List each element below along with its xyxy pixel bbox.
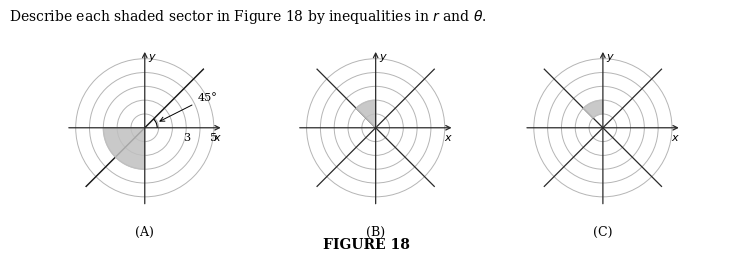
Text: (C): (C): [593, 225, 612, 237]
Text: $y$: $y$: [606, 51, 615, 63]
Text: $x$: $x$: [671, 132, 680, 142]
Text: (A): (A): [135, 225, 154, 237]
Text: $x$: $x$: [213, 132, 222, 142]
Polygon shape: [583, 101, 603, 119]
Polygon shape: [356, 101, 376, 128]
Text: $x$: $x$: [444, 132, 453, 142]
Text: 5: 5: [210, 133, 218, 143]
Text: 45°: 45°: [160, 93, 217, 122]
Text: $y$: $y$: [148, 51, 157, 63]
Text: Describe each shaded sector in Figure 18 by inequalities in $r$ and $\theta$.: Describe each shaded sector in Figure 18…: [9, 8, 486, 26]
Text: 3: 3: [183, 133, 190, 143]
Text: $y$: $y$: [379, 51, 388, 63]
Polygon shape: [103, 128, 145, 170]
Text: FIGURE 18: FIGURE 18: [323, 237, 410, 251]
Text: (B): (B): [366, 225, 385, 237]
